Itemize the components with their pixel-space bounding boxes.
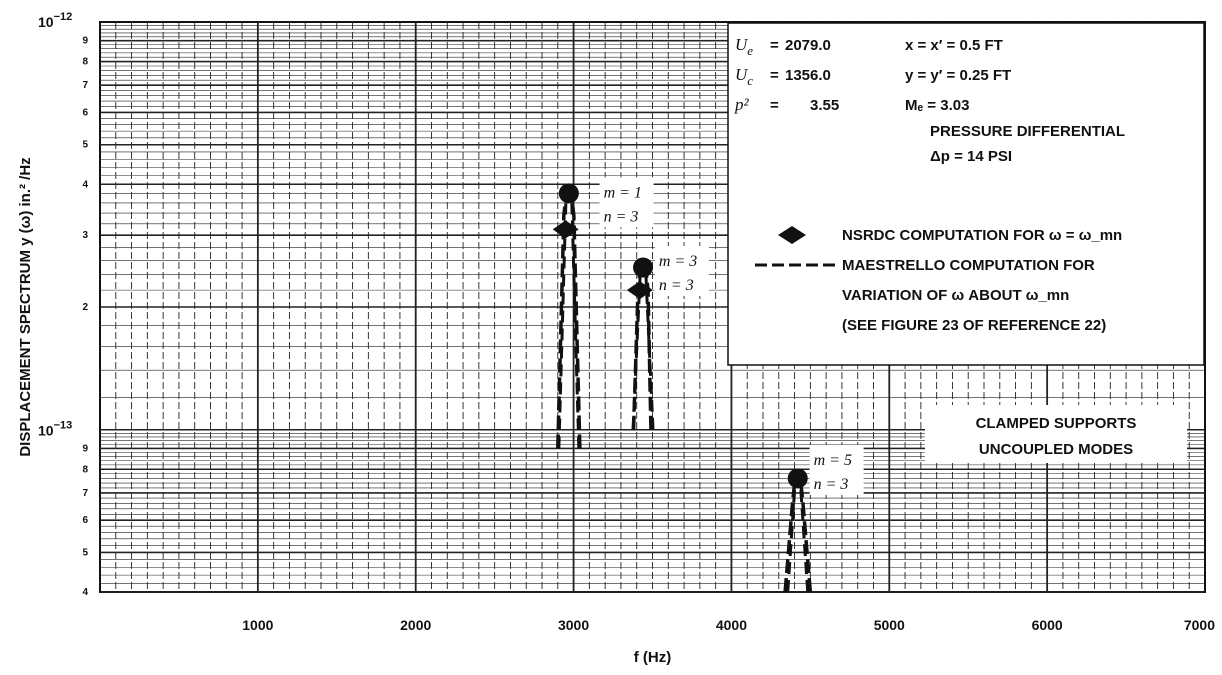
y-tick-label: 9 [82, 443, 88, 454]
x-tick-label: 2000 [400, 617, 431, 633]
x-axis-title: f (Hz) [634, 649, 672, 666]
x-tick-label: 5000 [874, 617, 905, 633]
maestrello-curve [570, 203, 581, 449]
mode-label-n: n = 3 [604, 208, 639, 225]
maestrello-peak-point [787, 468, 808, 489]
y-tick-label: 4 [82, 179, 88, 190]
mode-label-n: n = 3 [659, 277, 694, 294]
pressure-note: PRESSURE DIFFERENTIAL [930, 123, 1125, 140]
legend-label: NSRDC COMPUTATION FOR ω = ω_mn [842, 227, 1122, 244]
maestrello-curve [557, 203, 568, 449]
x-tick-label: 6000 [1032, 617, 1063, 633]
legend-label-continued: VARIATION OF ω ABOUT ω_mn [842, 287, 1069, 304]
parameter-symbol: p² [734, 95, 750, 114]
x-tick-label: 3000 [558, 617, 589, 633]
y-axis-title: DISPLACEMENT SPECTRUM y (ω) in.² /Hz [17, 157, 34, 456]
mode-label-n: n = 3 [814, 476, 849, 493]
x-tick-label: 1000 [242, 617, 273, 633]
y-tick-label: 6 [82, 107, 88, 118]
parameter-equals: = [770, 97, 779, 114]
y-tick-label: 4 [82, 587, 88, 598]
parameter-value: 2079.0 [785, 37, 831, 54]
support-note-line: UNCOUPLED MODES [979, 441, 1133, 458]
nsrdc-point [626, 281, 653, 300]
mode-labels: m = 1 n = 3 m = 3 n = 3 m = 5 n = 3 [599, 177, 864, 495]
legend-label-continued: (SEE FIGURE 23 OF REFERENCE 22) [842, 317, 1106, 334]
pressure-note: Δp = 14 PSI [930, 148, 1012, 165]
y-tick-label: 2 [82, 302, 88, 313]
y-tick-label: 7 [82, 488, 88, 499]
legend-label: MAESTRELLO COMPUTATION FOR [842, 257, 1095, 274]
parameter-symbol: Ue [735, 35, 753, 58]
y-tick-labels: 10−12 10−13 9 8 7 6 5 4 3 2 9 8 7 6 5 4 [38, 11, 88, 598]
parameter-value: 1356.0 [785, 67, 831, 84]
mode-label-bg [599, 177, 654, 228]
parameter-equals: = [770, 37, 779, 54]
parameter-right: y = y′ = 0.25 FT [905, 67, 1011, 84]
parameter-equals: = [770, 67, 779, 84]
support-note-line: CLAMPED SUPPORTS [976, 415, 1137, 432]
x-tick-label: 7000 [1184, 617, 1215, 633]
mode-label-m: m = 1 [604, 184, 642, 201]
parameter-right: Mₑ = 3.03 [905, 97, 969, 114]
x-tick-label: 4000 [716, 617, 747, 633]
nsrdc-point [552, 220, 579, 239]
support-note: CLAMPED SUPPORTS UNCOUPLED MODES [925, 405, 1187, 463]
y-tick-label: 3 [82, 230, 88, 241]
maestrello-peak-point [633, 257, 654, 278]
mode-label-m: m = 3 [659, 253, 697, 270]
mode-label-m: m = 5 [814, 452, 852, 469]
y-tick-label: 5 [82, 140, 88, 151]
y-tick-label: 8 [82, 57, 88, 68]
y-tick-label: 7 [82, 80, 88, 91]
legend-box: Ue = 2079.0 Uc = 1356.0 p² = 3.55 x = x′ = 0.5 FT… [727, 22, 1205, 366]
x-tick-labels: 1000 2000 3000 4000 5000 6000 7000 [242, 617, 1215, 633]
legend-box-frame [727, 22, 1205, 366]
maestrello-curve [783, 482, 797, 593]
series [552, 183, 813, 593]
y-tick-label: 6 [82, 515, 88, 526]
y-tick-label: 10−13 [38, 420, 72, 439]
maestrello-curve [631, 277, 642, 430]
parameter-right: x = x′ = 0.5 FT [905, 37, 1003, 54]
mode-label-bg [654, 245, 709, 296]
support-note-bg [925, 405, 1187, 463]
mode-label-bg [809, 444, 864, 495]
axes: f (Hz) DISPLACEMENT SPECTRUM y (ω) in.² … [17, 11, 1215, 666]
y-tick-label: 5 [82, 547, 88, 558]
y-tick-label: 10−12 [38, 11, 72, 30]
maestrello-curve [798, 482, 813, 593]
maestrello-peak-point [558, 183, 579, 204]
parameter-symbol: Uc [735, 65, 753, 88]
y-tick-label: 8 [82, 464, 88, 475]
legend-marker-diamond [778, 226, 806, 244]
maestrello-curve [644, 277, 655, 430]
y-tick-label: 9 [82, 36, 88, 47]
parameter-value: 3.55 [810, 97, 839, 114]
